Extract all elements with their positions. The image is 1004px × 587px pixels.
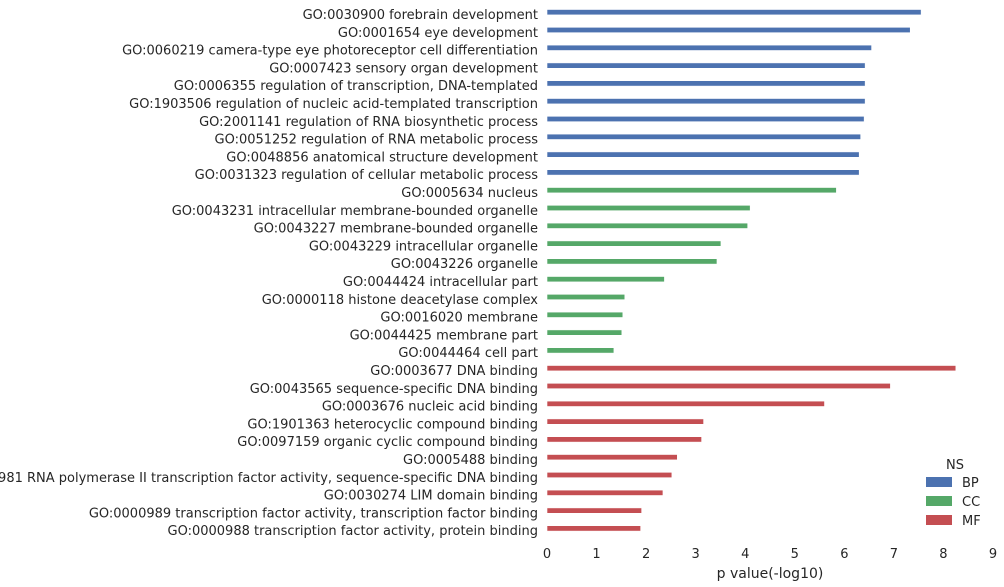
category-label: GO:0043565 sequence-specific DNA binding: [250, 382, 538, 397]
category-label: GO:0005488 binding: [403, 453, 538, 468]
category-label: GO:0048856 anatomical structure developm…: [226, 150, 538, 165]
bar-mf-1: [546, 382, 891, 389]
bar-cc-2: [546, 222, 748, 229]
bar-bp-8: [546, 151, 860, 158]
bar-bp-7: [546, 133, 861, 140]
bar-mf-5: [546, 454, 678, 461]
bar-mf-6: [546, 471, 673, 478]
category-label: GO:0003677 DNA binding: [370, 364, 538, 379]
legend-entry-cc: CC: [962, 495, 980, 510]
x-tick-label: 7: [890, 547, 898, 562]
category-labels: GO:0030900 forebrain development GO:00016…: [0, 8, 538, 539]
legend-swatch-cc: [926, 496, 952, 506]
bar-bp-1: [546, 26, 911, 33]
bar-cc-9: [546, 347, 615, 354]
bar-mf-8: [546, 507, 642, 514]
bar-cc-8: [546, 329, 623, 336]
category-label: GO:0000981 RNA polymerase II transcripti…: [0, 471, 538, 486]
legend: NS BP CC MF: [926, 458, 981, 529]
bar-bp-5: [546, 98, 866, 105]
category-label: GO:0003676 nucleic acid binding: [322, 400, 538, 415]
legend-swatch-mf: [926, 515, 952, 525]
x-tick-label: 8: [939, 547, 947, 562]
bar-bp-4: [546, 80, 866, 87]
category-label: GO:0001654 eye development: [338, 26, 538, 41]
bar-mf-3: [546, 418, 704, 425]
legend-title: NS: [946, 458, 964, 473]
category-label: GO:1901363 heterocyclic compound binding: [247, 417, 538, 432]
category-label: GO:0030274 LIM domain binding: [324, 489, 538, 504]
category-label: GO:0043226 organelle: [391, 257, 538, 272]
category-label: GO:0030900 forebrain development: [303, 8, 538, 23]
category-label: GO:0060219 camera-type eye photoreceptor…: [122, 44, 538, 59]
category-label: GO:0043229 intracellular organelle: [309, 239, 538, 254]
category-label: GO:0031323 regulation of cellular metabo…: [195, 168, 539, 183]
bar-bp-2: [546, 44, 872, 51]
x-tick-label: 9: [989, 547, 997, 562]
x-tick-label: 5: [791, 547, 799, 562]
bar-cc-0: [546, 187, 837, 194]
category-label: GO:0016020 membrane: [380, 311, 538, 326]
bar-mf-7: [546, 489, 664, 496]
bar-mf-2: [546, 400, 825, 407]
bar-mf-0: [546, 365, 957, 372]
bars-layer: [546, 9, 957, 532]
x-tick-label: 0: [543, 547, 551, 562]
category-label: GO:0044425 membrane part: [350, 328, 538, 343]
legend-entry-bp: BP: [962, 476, 979, 491]
legend-entry-mf: MF: [962, 514, 981, 529]
bar-cc-6: [546, 293, 626, 300]
category-label: GO:0043227 membrane-bounded organelle: [254, 222, 538, 237]
category-label: GO:0044424 intracellular part: [343, 275, 538, 290]
category-label: GO:0006355 regulation of transcription, …: [174, 79, 538, 94]
x-axis-ticks: 0 1 2 3 4 5 6 7 8 9: [543, 547, 997, 562]
category-label: GO:0000988 transcription factor activity…: [168, 524, 539, 539]
bar-mf-9: [546, 525, 641, 532]
category-label: GO:1903506 regulation of nucleic acid-te…: [129, 97, 538, 112]
x-axis-label: p value(-log10): [717, 566, 824, 582]
bar-cc-1: [546, 205, 751, 212]
bar-cc-4: [546, 258, 718, 265]
bar-cc-5: [546, 276, 665, 283]
x-tick-label: 2: [642, 547, 650, 562]
category-label: GO:0043231 intracellular membrane-bounde…: [172, 204, 538, 219]
legend-swatch-bp: [926, 477, 952, 487]
bar-bp-3: [546, 62, 866, 69]
category-label: GO:0044464 cell part: [398, 346, 538, 361]
category-label: GO:0051252 regulation of RNA metabolic p…: [215, 133, 539, 148]
x-tick-label: 1: [592, 547, 600, 562]
bar-cc-7: [546, 311, 624, 318]
category-label: GO:2001141 regulation of RNA biosyntheti…: [199, 115, 538, 130]
x-tick-label: 4: [741, 547, 749, 562]
x-tick-label: 3: [692, 547, 700, 562]
bar-cc-3: [546, 240, 722, 247]
category-label: GO:0097159 organic cyclic compound bindi…: [237, 435, 538, 450]
bar-mf-4: [546, 436, 702, 443]
bar-bp-6: [546, 116, 865, 123]
x-tick-label: 6: [840, 547, 848, 562]
bar-bp-9: [546, 169, 860, 176]
category-label: GO:0000118 histone deacetylase complex: [262, 293, 539, 308]
bar-bp-0: [546, 9, 922, 16]
category-label: GO:0000989 transcription factor activity…: [89, 506, 538, 521]
category-label: GO:0007423 sensory organ development: [269, 61, 538, 76]
category-label: GO:0005634 nucleus: [401, 186, 538, 201]
